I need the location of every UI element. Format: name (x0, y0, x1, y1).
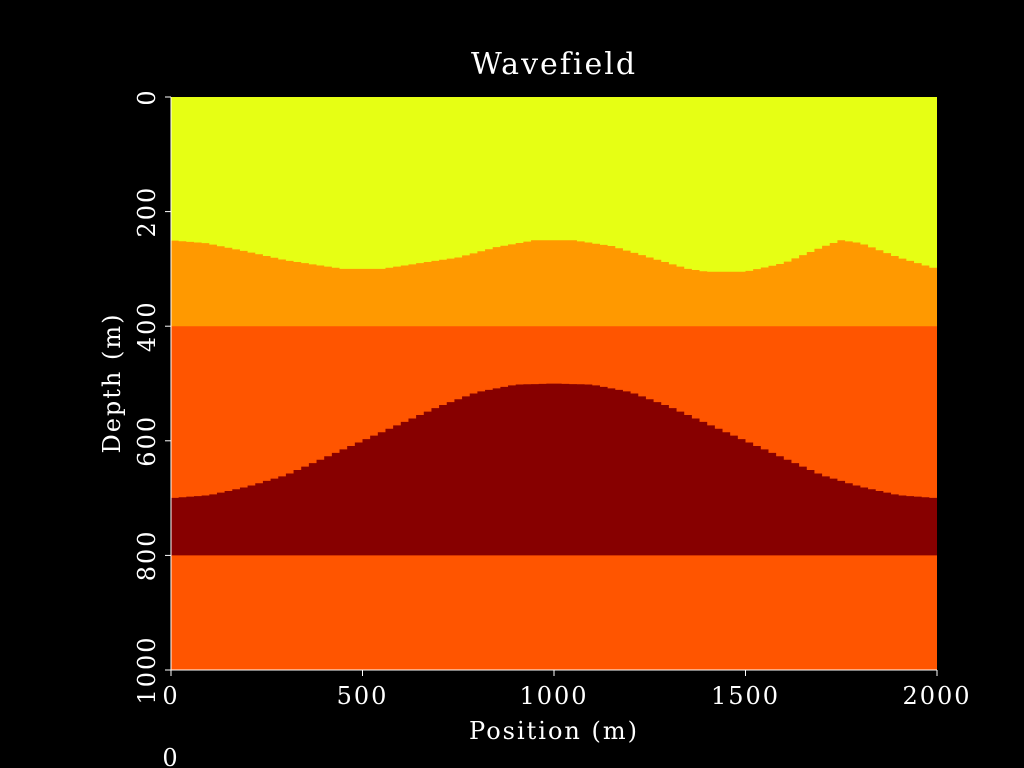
x-tick-label: 1000 (519, 682, 588, 710)
x-axis-label: Position (m) (469, 717, 639, 745)
plot-area (171, 97, 937, 670)
y-tick-label: 1000 (133, 635, 161, 704)
layer-4 (171, 555, 937, 670)
y-tick-label: 0 (133, 88, 161, 105)
x-tick-label: 500 (337, 682, 389, 710)
x-axis: 0 500 1000 1500 2000 (162, 669, 971, 710)
y-tick-label: 400 (133, 300, 161, 352)
x-tick-label: 0 (162, 682, 179, 710)
footer-label: 0 (162, 744, 179, 768)
y-tick-label: 200 (133, 186, 161, 238)
y-axis-label: Depth (m) (98, 312, 126, 453)
y-axis: 0 200 400 600 800 1000 (133, 88, 172, 705)
chart-title: Wavefield (471, 47, 637, 82)
y-tick-label: 800 (133, 529, 161, 581)
x-tick-label: 1500 (711, 682, 780, 710)
x-tick-label: 2000 (902, 682, 971, 710)
y-tick-label: 600 (133, 415, 161, 467)
